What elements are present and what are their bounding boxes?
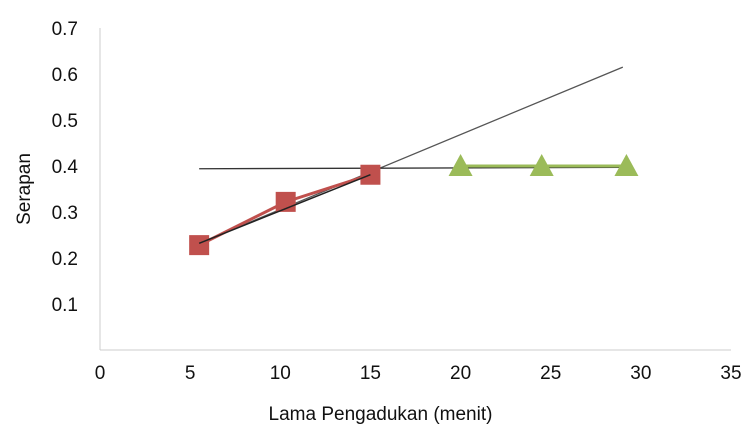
x-tick-label: 15 [360, 363, 381, 384]
x-tick-label: 0 [95, 363, 106, 384]
trendlines [198, 66, 627, 244]
series-triangle [448, 154, 639, 176]
data-series [189, 154, 639, 256]
trendline [199, 166, 627, 170]
y-tick-label: 0.4 [52, 157, 79, 178]
trendline [198, 66, 624, 244]
x-tick-label: 5 [185, 363, 196, 384]
x-tick-label: 20 [450, 363, 471, 384]
y-tick-label: 0.6 [52, 65, 78, 86]
axes [99, 28, 731, 351]
data-point-triangle [529, 154, 554, 176]
y-tick-label: 0.5 [52, 111, 78, 132]
data-point-triangle [614, 154, 639, 176]
x-tick-label: 10 [270, 363, 291, 384]
y-axis-title: Serapan [14, 153, 35, 225]
series-square [189, 164, 381, 256]
x-tick-labels: 0 5 10 15 20 25 30 35 [95, 363, 742, 384]
data-point-triangle [448, 154, 473, 176]
x-tick-label: 35 [720, 363, 741, 384]
x-axis-title: Lama Pengadukan (menit) [269, 404, 493, 425]
y-tick-label: 0.7 [52, 19, 78, 40]
data-point-square [189, 235, 210, 256]
y-tick-labels: 0.1 0.2 0.3 0.4 0.5 0.6 0.7 [52, 19, 79, 316]
x-tick-label: 25 [540, 363, 561, 384]
x-tick-label: 30 [630, 363, 651, 384]
fit-line-segment [198, 174, 371, 244]
y-tick-label: 0.3 [52, 203, 78, 224]
y-tick-label: 0.2 [52, 249, 78, 270]
y-tick-label: 0.1 [52, 295, 78, 316]
